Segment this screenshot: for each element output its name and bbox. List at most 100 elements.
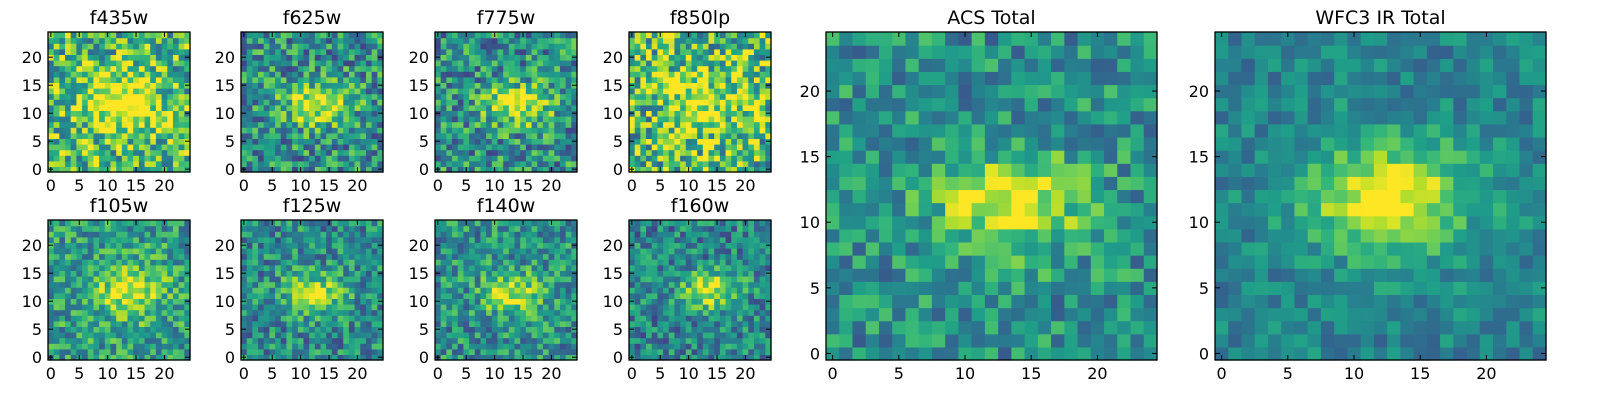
heatmap-cell <box>634 116 641 123</box>
heatmap-cell <box>680 166 687 173</box>
heatmap-cell <box>59 298 66 305</box>
heatmap-cell <box>668 292 676 299</box>
heatmap-cell <box>320 37 327 44</box>
heatmap-cell <box>480 60 487 67</box>
heatmap-cell <box>269 149 276 156</box>
heatmap-cell <box>559 138 567 145</box>
heatmap-cell <box>697 326 704 333</box>
heatmap-cell <box>59 132 66 139</box>
heatmap-cell <box>172 144 180 151</box>
heatmap-cell <box>537 220 544 227</box>
heatmap-cell <box>104 298 112 305</box>
heatmap-cell <box>320 71 327 78</box>
heatmap-cell <box>680 298 687 305</box>
heatmap-cell <box>463 309 470 316</box>
heatmap-cell <box>280 337 288 344</box>
heatmap-cell <box>309 65 316 72</box>
heatmap-cell <box>736 54 744 61</box>
heatmap-cell <box>571 231 578 238</box>
heatmap-cell <box>469 281 476 288</box>
heatmap-cell <box>457 144 464 151</box>
heatmap-cell <box>303 65 310 72</box>
heatmap-cell <box>365 337 373 344</box>
heatmap-cell <box>537 160 544 167</box>
heatmap-cell <box>178 48 185 55</box>
heatmap-cell <box>657 60 664 67</box>
heatmap-cell <box>297 292 305 299</box>
heatmap-cell <box>651 337 658 344</box>
heatmap-cell <box>172 138 180 145</box>
heatmap-cell <box>133 337 140 344</box>
heatmap-cell <box>297 281 305 288</box>
heatmap-cell <box>435 88 442 95</box>
heatmap-cell <box>303 132 310 139</box>
heatmap-cell <box>497 32 504 39</box>
heatmap-cell <box>70 264 77 271</box>
heatmap-cell <box>497 253 504 260</box>
heatmap-cell <box>246 287 253 294</box>
heatmap-cell <box>759 37 766 44</box>
heatmap-cell <box>440 264 447 271</box>
heatmap-cell <box>286 76 293 83</box>
heatmap-cell <box>348 93 356 100</box>
heatmap-cell <box>685 337 693 344</box>
heatmap-cell <box>565 82 572 89</box>
heatmap-cell <box>629 132 636 139</box>
heatmap-cell <box>48 48 55 55</box>
heatmap-cell <box>258 225 265 232</box>
heatmap-cell <box>303 326 310 333</box>
heatmap-cell <box>480 337 487 344</box>
heatmap-cell <box>116 37 123 44</box>
heatmap-cell <box>765 32 772 39</box>
x-tick-label: 0 <box>433 176 443 195</box>
axes-frame <box>47 219 191 361</box>
heatmap-cell <box>674 348 681 355</box>
heatmap-cell <box>104 160 112 167</box>
heatmap-cell <box>348 264 356 271</box>
heatmap-cell <box>87 354 95 361</box>
heatmap-cell <box>48 281 55 288</box>
heatmap-cell <box>360 82 367 89</box>
heatmap-cell <box>634 48 641 55</box>
y-tick-label: 15 <box>215 264 235 283</box>
heatmap-cell <box>309 326 316 333</box>
heatmap-cell <box>314 242 322 249</box>
heatmap-cell <box>343 71 350 78</box>
heatmap-cell <box>184 76 191 83</box>
heatmap-cell <box>241 225 248 232</box>
heatmap-cell <box>275 315 282 322</box>
heatmap-cell <box>514 264 521 271</box>
heatmap-cell <box>138 82 146 89</box>
heatmap-cell <box>263 337 270 344</box>
heatmap-cell <box>702 326 710 333</box>
heatmap-cell <box>503 116 510 123</box>
heatmap-cell <box>258 60 265 67</box>
heatmap-cell <box>503 144 510 151</box>
heatmap-cell <box>269 270 276 277</box>
heatmap-cell <box>286 99 293 106</box>
heatmap-cell <box>486 354 493 361</box>
heatmap-cell <box>337 298 344 305</box>
heatmap-cell <box>127 43 134 50</box>
heatmap-cell <box>503 220 510 227</box>
heatmap-cell <box>280 60 288 67</box>
heatmap-cell <box>263 60 270 67</box>
heatmap-cell <box>491 343 499 350</box>
heatmap-cell <box>269 121 276 128</box>
heatmap-cell <box>93 332 100 339</box>
heatmap-cell <box>161 37 168 44</box>
heatmap-cell <box>337 309 344 316</box>
heatmap-cell <box>246 354 253 361</box>
heatmap-cell <box>554 225 561 232</box>
heatmap-cell <box>435 99 442 106</box>
heatmap-cell <box>133 132 140 139</box>
heatmap-cell <box>280 309 288 316</box>
heatmap-cell <box>685 160 693 167</box>
heatmap-cell <box>343 332 350 339</box>
heatmap-cell <box>292 236 299 243</box>
heatmap-cell <box>731 60 738 67</box>
heatmap-cell <box>565 231 572 238</box>
heatmap-cell <box>172 82 180 89</box>
heatmap-cell <box>685 121 693 128</box>
